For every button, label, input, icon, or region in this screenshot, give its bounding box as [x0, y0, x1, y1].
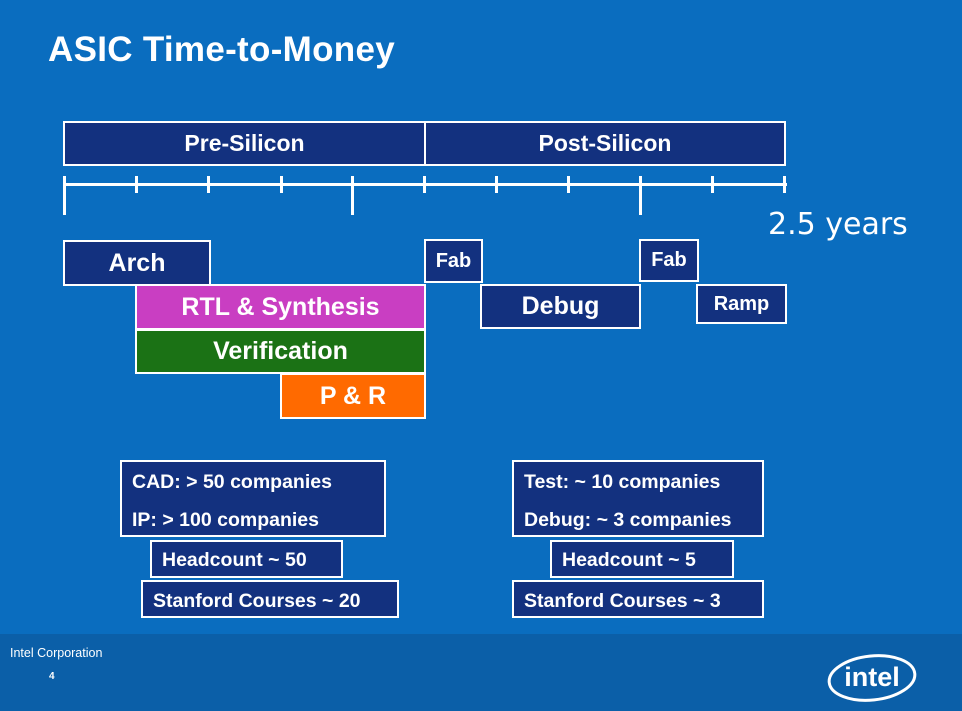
timeline-tick [423, 176, 426, 193]
timeline-tick [207, 176, 210, 193]
task-arch: Arch [63, 240, 211, 286]
intel-logo-text: intel [844, 662, 900, 692]
post-silicon-vendors-box: Test: ~ 10 companies Debug: ~ 3 companie… [512, 460, 764, 537]
task-debug: Debug [480, 284, 641, 329]
intel-logo: intel [826, 652, 918, 704]
task-ramp-label: Ramp [713, 292, 770, 315]
timeline-tick [783, 176, 786, 193]
task-pnr-label: P & R [319, 381, 387, 410]
task-debug-label: Debug [521, 292, 600, 320]
pre-silicon-headcount-text: Headcount ~ 50 [162, 549, 307, 571]
task-fab-1: Fab [424, 239, 483, 283]
task-fab-1-label: Fab [435, 249, 472, 272]
task-verification: Verification [135, 329, 426, 374]
post-silicon-courses-box: Stanford Courses ~ 3 [512, 580, 764, 618]
task-verification-label: Verification [213, 337, 348, 365]
page-number: 4 [49, 671, 55, 682]
task-rtl-synthesis-label: RTL & Synthesis [181, 292, 380, 321]
timeline-tick [711, 176, 714, 193]
pre-silicon-vendors-box: CAD: > 50 companies IP: > 100 companies [120, 460, 386, 537]
debug-vendors-text: Debug: ~ 3 companies [524, 509, 732, 531]
cad-vendors-text: CAD: > 50 companies [132, 471, 332, 493]
timeline-tick [495, 176, 498, 193]
phase-post-silicon: Post-Silicon [424, 121, 786, 166]
post-silicon-courses-text: Stanford Courses ~ 3 [524, 590, 721, 612]
phase-pre-silicon-label: Pre-Silicon [184, 130, 305, 156]
timeline-tick [135, 176, 138, 193]
timeline-tick [280, 176, 283, 193]
task-arch-label: Arch [108, 248, 166, 277]
phase-post-silicon-label: Post-Silicon [538, 130, 672, 156]
intel-logo-graphic: intel [827, 654, 917, 702]
test-vendors-text: Test: ~ 10 companies [524, 471, 721, 493]
task-fab-2: Fab [639, 239, 699, 282]
footer-company: Intel Corporation [10, 646, 103, 660]
pre-silicon-courses-box: Stanford Courses ~ 20 [141, 580, 399, 618]
phase-pre-silicon: Pre-Silicon [63, 121, 426, 166]
pre-silicon-courses-text: Stanford Courses ~ 20 [153, 590, 361, 612]
post-silicon-headcount-text: Headcount ~ 5 [562, 549, 696, 571]
footer-bar [0, 634, 962, 711]
task-ramp: Ramp [696, 284, 787, 324]
task-rtl-synthesis: RTL & Synthesis [135, 284, 426, 330]
duration-label: 2.5 years [768, 207, 908, 242]
task-fab-2-label: Fab [651, 249, 687, 271]
timeline-tick [63, 176, 66, 215]
pre-silicon-headcount-box: Headcount ~ 50 [150, 540, 343, 578]
timeline-tick [567, 176, 570, 193]
post-silicon-headcount-box: Headcount ~ 5 [550, 540, 734, 578]
slide-title: ASIC Time-to-Money [48, 30, 395, 69]
task-pnr: P & R [280, 373, 426, 419]
timeline-tick [351, 176, 354, 215]
timeline-tick [639, 176, 642, 215]
ip-vendors-text: IP: > 100 companies [132, 509, 319, 531]
